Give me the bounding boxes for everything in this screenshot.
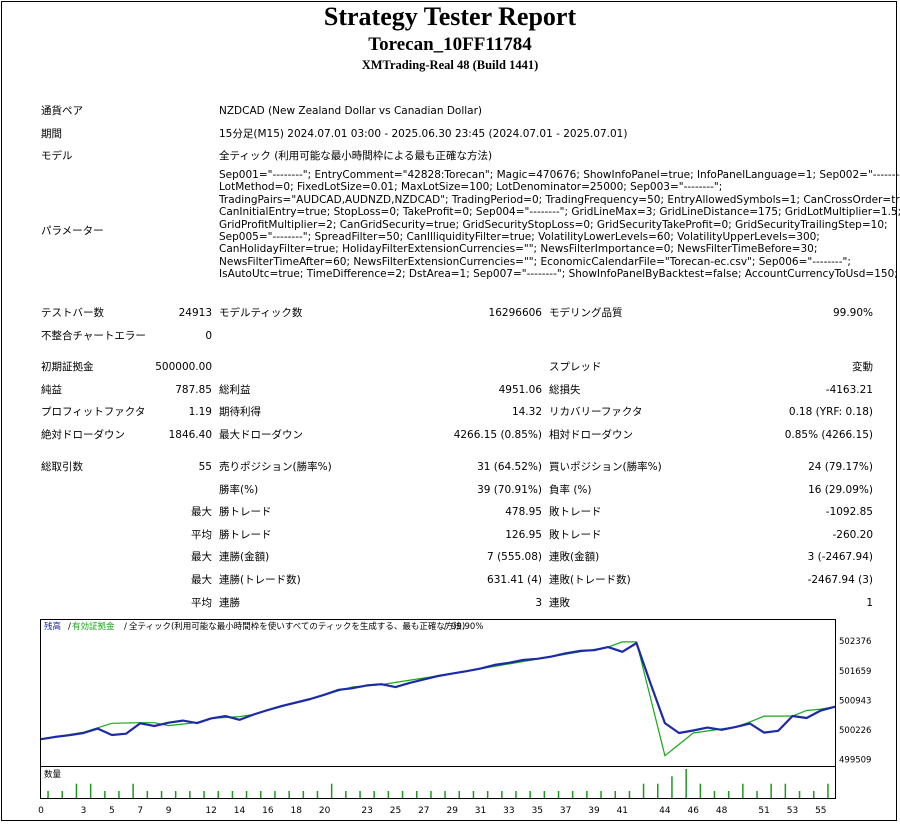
max-loss-value: -1092.85 — [825, 506, 873, 518]
consecutive-losses-count-value: -2467.94 (3) — [807, 574, 873, 586]
max-drawdown-value: 4266.15 (0.85%) — [453, 429, 542, 441]
param-line: Sep001="--------"; EntryComment="42828:T… — [219, 169, 900, 181]
gross-profit-label: 総利益 — [219, 384, 251, 396]
win-rate-value: 39 (70.91%) — [477, 484, 542, 496]
relative-drawdown-value: 0.85% (4266.15) — [784, 429, 873, 441]
profit-factor-value: 1.19 — [188, 406, 212, 418]
deposit-label: 初期証拠金 — [41, 361, 94, 373]
max-label: 最大 — [191, 551, 212, 563]
spread-value: 変動 — [852, 361, 873, 373]
consecutive-losses-amount-value: 3 (-2467.94) — [807, 551, 873, 563]
max-loss-label: 敗トレード — [549, 506, 602, 518]
mismatch-value: 0 — [205, 330, 212, 342]
avg-consecutive-losses-value: 1 — [866, 597, 873, 609]
ticks-label: モデルティック数 — [219, 307, 303, 319]
consecutive-wins-amount-value: 7 (555.08) — [487, 551, 542, 563]
short-positions-value: 31 (64.52%) — [477, 461, 542, 473]
long-positions-label: 買いポジション(勝率%) — [549, 461, 662, 473]
long-positions-value: 24 (79.17%) — [808, 461, 873, 473]
parameters-value: Sep001="--------"; EntryComment="42828:T… — [219, 169, 900, 281]
mismatch-label: 不整合チャートエラー — [41, 330, 146, 342]
avg-loss-value: -260.20 — [832, 529, 873, 541]
ticks-value: 16296606 — [488, 307, 542, 319]
max-label: 最大 — [191, 506, 212, 518]
spread-label: スプレッド — [549, 361, 602, 373]
win-rate-label: 勝率(%) — [219, 484, 259, 496]
deposit-value: 500000.00 — [155, 361, 212, 373]
param-line: CanInitialEntry=true; StopLoss=0; TakePr… — [219, 206, 900, 219]
consecutive-wins-amount-label: 連勝(金額) — [219, 551, 270, 563]
gross-loss-label: 総損失 — [549, 384, 581, 396]
param-line: LotMethod=0; FixedLotSize=0.01; MaxLotSi… — [219, 181, 723, 194]
param-line: Sep005="--------"; SpreadFilter=50; CanI… — [219, 231, 820, 244]
consecutive-losses-amount-label: 連敗(金額) — [549, 551, 600, 563]
recovery-factor-label: リカバリーファクタ — [549, 406, 643, 418]
param-line: CanHolidayFilter=true; HolidayFilterExte… — [219, 243, 818, 256]
profit-factor-label: プロフィットファクタ — [41, 406, 146, 418]
total-trades-value: 55 — [198, 461, 212, 473]
consecutive-wins-count-label: 連勝(トレード数) — [219, 574, 301, 586]
symbol-value: NZDCAD (New Zealand Dollar vs Canadian D… — [219, 105, 483, 117]
param-line: NewsFilterTimeAfter=60; NewsFilterExtens… — [219, 255, 851, 268]
consecutive-losses-count-label: 連敗(トレード数) — [549, 574, 631, 586]
max-win-label: 勝トレード — [219, 506, 272, 518]
total-trades-label: 総取引数 — [41, 461, 83, 473]
model-value: 全ティック (利用可能な最小時間枠による最も正確な方法) — [219, 150, 493, 162]
avg-win-value: 126.95 — [505, 529, 542, 541]
max-label: 最大 — [191, 574, 212, 586]
report-title: Strategy Tester Report — [323, 2, 577, 31]
expert-name: Torecan_10FF11784 — [368, 34, 532, 55]
bars-value: 24913 — [178, 307, 212, 319]
expected-payoff-label: 期待利得 — [219, 406, 261, 418]
avg-label: 平均 — [191, 529, 212, 541]
avg-loss-label: 敗トレード — [549, 529, 602, 541]
absolute-drawdown-value: 1846.40 — [168, 429, 212, 441]
short-positions-label: 売りポジション(勝率%) — [219, 461, 332, 473]
param-line: IsAutoUtc=true; TimeDifference=2; DstAre… — [219, 268, 898, 281]
max-drawdown-label: 最大ドローダウン — [219, 429, 303, 441]
max-win-value: 478.95 — [505, 506, 542, 518]
avg-label: 平均 — [191, 597, 212, 609]
quality-value: 99.90% — [832, 307, 873, 319]
param-line: GridProfitMultiplier=2; CanGridSecurity=… — [219, 218, 888, 231]
quality-label: モデリング品質 — [549, 307, 623, 319]
parameters-label: パラメーター — [41, 225, 104, 237]
consecutive-wins-count-value: 631.41 (4) — [487, 574, 542, 586]
model-label: モデル — [41, 150, 73, 162]
loss-rate-value: 16 (29.09%) — [808, 484, 873, 496]
server-build: XMTrading-Real 48 (Build 1441) — [361, 58, 539, 72]
net-profit-value: 787.85 — [175, 384, 212, 396]
gross-profit-value: 4951.06 — [498, 384, 542, 396]
gross-loss-value: -4163.21 — [825, 384, 873, 396]
avg-consecutive-wins-value: 3 — [535, 597, 542, 609]
expected-payoff-value: 14.32 — [511, 406, 542, 418]
loss-rate-label: 負率 (%) — [549, 484, 592, 496]
absolute-drawdown-label: 絶対ドローダウン — [41, 429, 125, 441]
avg-win-label: 勝トレード — [219, 529, 272, 541]
symbol-label: 通貨ペア — [41, 105, 83, 117]
period-label: 期間 — [41, 128, 62, 140]
avg-consecutive-losses-label: 連敗 — [549, 597, 570, 609]
relative-drawdown-label: 相対ドローダウン — [549, 429, 633, 441]
period-value: 15分足(M15) 2024.07.01 03:00 - 2025.06.30 … — [219, 128, 628, 140]
bars-label: テストバー数 — [41, 307, 104, 319]
recovery-factor-value: 0.18 (YRF: 0.18) — [788, 406, 873, 418]
avg-consecutive-wins-label: 連勝 — [219, 597, 240, 609]
param-line: TradingPairs="AUDCAD,AUDNZD,NZDCAD"; Tra… — [219, 193, 900, 206]
net-profit-label: 純益 — [41, 384, 62, 396]
